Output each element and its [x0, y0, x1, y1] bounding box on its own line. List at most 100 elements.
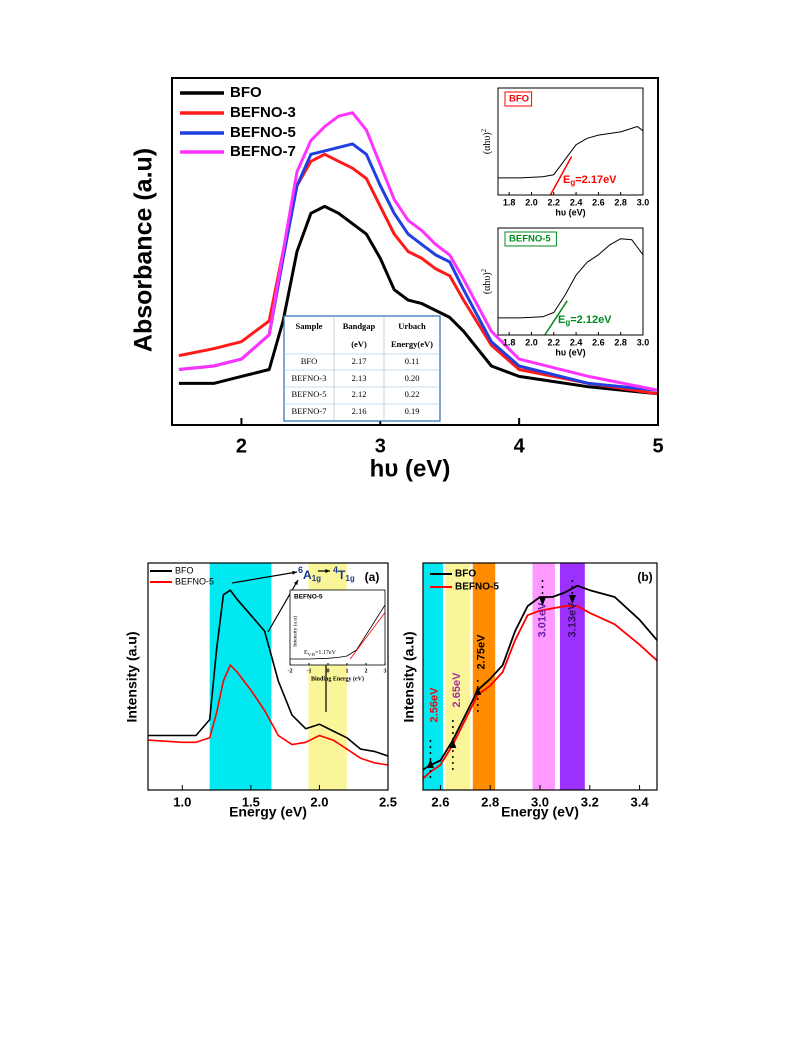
x-tick-label: 3.0: [637, 197, 650, 207]
marker-label: 2.75eV: [476, 634, 488, 670]
label-part: E: [304, 650, 308, 656]
x-axis-label: hυ (eV): [370, 455, 451, 482]
plot-frame: [147, 562, 389, 791]
x-tick-label: 5: [652, 435, 663, 457]
x-tick-label: 3: [384, 668, 387, 674]
curve: [498, 126, 644, 179]
y-axis-label: Absorbance (a.u): [130, 148, 158, 352]
table-header: Sample: [296, 321, 323, 331]
x-tick-label: 1.8: [503, 337, 516, 347]
x-tick-label: 3.0: [637, 337, 650, 347]
arrow-head: [294, 580, 298, 585]
panel-label: (a): [365, 570, 380, 584]
x-tick-label: 2.8: [614, 197, 627, 207]
label-part: (αhυ): [482, 272, 493, 294]
table-frame: [283, 315, 441, 422]
inset-box: [504, 91, 533, 107]
label-part: E: [558, 314, 565, 326]
band: [445, 563, 471, 790]
curve: [544, 300, 568, 336]
table-cell: 2.16: [352, 406, 367, 416]
label: (αhυ)2: [480, 128, 494, 154]
x-tick-label: 2.6: [431, 794, 449, 809]
inset-title: BEFNO-5: [294, 594, 323, 601]
x-tick-label: 2.5: [379, 794, 397, 809]
x-axis-label: Energy (eV): [501, 804, 579, 820]
x-tick-label: 1: [346, 668, 349, 674]
x-tick-label: 2.8: [481, 794, 499, 809]
curve: [178, 204, 659, 396]
table-cell: 0.19: [405, 406, 420, 416]
marker-arrow: [474, 686, 482, 695]
table-cell: 2.17: [352, 356, 367, 366]
label-part: 1g: [345, 574, 354, 583]
y-axis-label: Intensity (a.u): [124, 631, 140, 722]
arrow-head: [292, 570, 297, 575]
y-axis-label: Intensity (a.u): [401, 631, 417, 722]
curve: [178, 111, 659, 392]
x-tick-label: 2.2: [548, 197, 561, 207]
label: Eg=2.17eV: [563, 174, 617, 187]
marker-arrow: [449, 739, 457, 748]
x-axis-label: hυ (eV): [555, 207, 585, 217]
marker-label: 3.13eV: [566, 602, 578, 638]
label-part: T: [338, 568, 346, 582]
x-tick-label: 2.0: [525, 337, 538, 347]
x-tick-label: 2: [365, 668, 368, 674]
y-axis-label: Intensity (a.u): [291, 616, 298, 647]
marker-arrow: [426, 759, 434, 768]
x-tick-label: 1.5: [242, 794, 260, 809]
inset-bg: [290, 590, 385, 665]
table-header: Energy(eV): [391, 339, 433, 349]
x-axis-label: hυ (eV): [555, 347, 585, 357]
curve: [422, 584, 658, 771]
label-part: 2: [480, 268, 488, 272]
curve: [498, 238, 644, 319]
curve: [147, 664, 389, 766]
marker-label: 3.01eV: [536, 602, 548, 638]
x-tick-label: 2: [236, 435, 247, 457]
label-part: V-B: [308, 652, 315, 657]
table-cell: 0.22: [405, 389, 420, 399]
curve: [148, 589, 389, 757]
label-part: g: [565, 318, 570, 327]
x-tick-label: 1.0: [173, 794, 191, 809]
arrow: [231, 571, 298, 584]
label-part: g: [570, 178, 575, 187]
x-tick-label: 4: [514, 435, 526, 457]
label-part: =2.12eV: [570, 314, 612, 326]
table-header: Bandgap: [343, 321, 376, 331]
arrow-head: [325, 569, 330, 573]
legend-label: BFO: [230, 84, 262, 101]
curve: [349, 612, 386, 660]
x-tick-label: 2.4: [570, 337, 583, 347]
plot-frame: [289, 589, 386, 666]
band: [472, 563, 496, 790]
marker-label: 2.56eV: [428, 687, 440, 723]
marker-arrow: [568, 595, 576, 604]
x-tick-label: -1: [307, 668, 312, 674]
legend-label: BFO: [175, 565, 194, 575]
x-tick-label: 3.2: [581, 794, 599, 809]
panel-label: (b): [637, 570, 652, 584]
legend-label: BEFNO-5: [175, 576, 214, 586]
label-part: 6: [298, 565, 303, 575]
table-cell: 2.12: [352, 389, 367, 399]
table-cell: BEFNO-5: [292, 389, 327, 399]
table-header: (eV): [351, 339, 367, 349]
label: (αhυ)2: [480, 268, 494, 294]
x-axis-label: Energy (eV): [229, 804, 307, 820]
band: [423, 563, 443, 790]
x-tick-label: 2.2: [548, 337, 561, 347]
label-part: E: [563, 174, 570, 186]
table-cell: BEFNO-7: [292, 406, 327, 416]
label: Eg=2.12eV: [558, 314, 612, 327]
label-part: 4: [333, 565, 338, 575]
table-cell: BEFNO-3: [292, 373, 327, 383]
table-cell: 2.13: [352, 373, 367, 383]
legend-label: BFO: [455, 569, 476, 580]
x-tick-label: 0: [327, 668, 330, 674]
plot-frame: [497, 87, 644, 196]
legend-label: BEFNO-7: [230, 143, 296, 160]
